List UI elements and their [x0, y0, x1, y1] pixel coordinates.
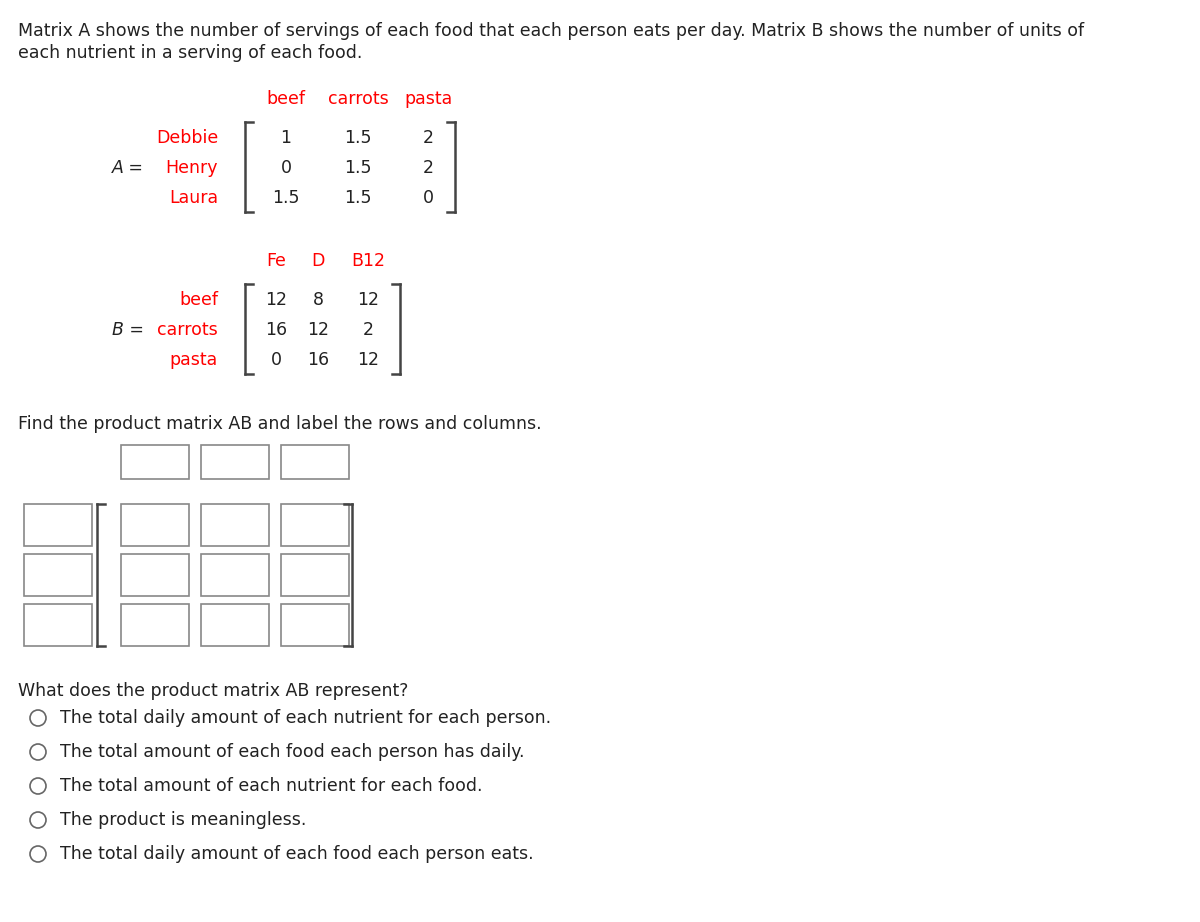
- Text: beef: beef: [266, 90, 306, 108]
- Bar: [121, 604, 190, 646]
- Bar: [121, 504, 190, 546]
- Text: D: D: [311, 252, 325, 270]
- Text: B =: B =: [112, 321, 144, 339]
- Text: pasta: pasta: [404, 90, 452, 108]
- Bar: [121, 554, 190, 596]
- Text: Matrix A shows the number of servings of each food that each person eats per day: Matrix A shows the number of servings of…: [18, 22, 1084, 40]
- Text: Find the product matrix AB and label the rows and columns.: Find the product matrix AB and label the…: [18, 415, 541, 433]
- Text: 0: 0: [422, 189, 433, 207]
- Bar: [121, 445, 190, 479]
- Bar: [281, 504, 349, 546]
- Text: The total daily amount of each nutrient for each person.: The total daily amount of each nutrient …: [60, 709, 551, 727]
- Bar: [24, 604, 92, 646]
- Text: B12: B12: [352, 252, 385, 270]
- Bar: [281, 604, 349, 646]
- Bar: [202, 604, 269, 646]
- Text: 12: 12: [358, 351, 379, 369]
- Text: 1.5: 1.5: [272, 189, 300, 207]
- Text: 8: 8: [312, 291, 324, 309]
- Bar: [24, 554, 92, 596]
- Text: 2: 2: [362, 321, 373, 339]
- Text: 2: 2: [422, 129, 433, 147]
- Text: 12: 12: [307, 321, 329, 339]
- Bar: [202, 554, 269, 596]
- Text: 12: 12: [358, 291, 379, 309]
- Bar: [202, 445, 269, 479]
- Text: 2: 2: [422, 159, 433, 177]
- Bar: [202, 504, 269, 546]
- Text: beef: beef: [179, 291, 218, 309]
- Text: 0: 0: [281, 159, 292, 177]
- Text: Henry: Henry: [166, 159, 218, 177]
- Text: 1.5: 1.5: [344, 129, 372, 147]
- Text: 16: 16: [265, 321, 287, 339]
- Text: carrots: carrots: [157, 321, 218, 339]
- Text: The product is meaningless.: The product is meaningless.: [60, 811, 306, 829]
- Text: 12: 12: [265, 291, 287, 309]
- Text: each nutrient in a serving of each food.: each nutrient in a serving of each food.: [18, 44, 362, 62]
- Bar: [24, 504, 92, 546]
- Text: 1: 1: [281, 129, 292, 147]
- Text: The total amount of each food each person has daily.: The total amount of each food each perso…: [60, 743, 524, 761]
- Text: 0: 0: [270, 351, 282, 369]
- Bar: [281, 445, 349, 479]
- Text: pasta: pasta: [169, 351, 218, 369]
- Text: Fe: Fe: [266, 252, 286, 270]
- Text: The total daily amount of each food each person eats.: The total daily amount of each food each…: [60, 845, 534, 863]
- Text: carrots: carrots: [328, 90, 389, 108]
- Text: What does the product matrix AB represent?: What does the product matrix AB represen…: [18, 682, 408, 700]
- Text: Debbie: Debbie: [156, 129, 218, 147]
- Text: 1.5: 1.5: [344, 159, 372, 177]
- Text: A =: A =: [112, 159, 144, 177]
- Text: The total amount of each nutrient for each food.: The total amount of each nutrient for ea…: [60, 777, 482, 795]
- Text: 1.5: 1.5: [344, 189, 372, 207]
- Text: 16: 16: [307, 351, 329, 369]
- Text: Laura: Laura: [169, 189, 218, 207]
- Bar: [281, 554, 349, 596]
